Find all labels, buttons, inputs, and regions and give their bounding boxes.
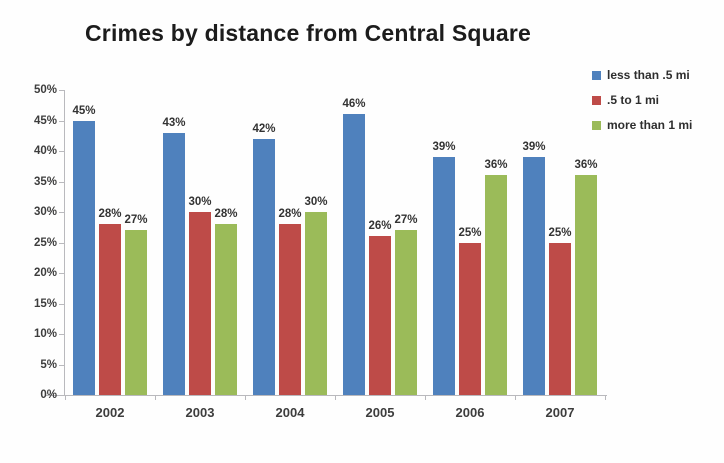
bar-2003-series-1	[189, 212, 211, 395]
legend: less than .5 mi .5 to 1 mi more than 1 mi	[592, 68, 692, 143]
legend-item: more than 1 mi	[592, 118, 692, 132]
x-tick-mark	[245, 396, 246, 400]
y-tick-mark	[59, 120, 64, 122]
bar-2003-series-0	[163, 132, 185, 395]
x-tick-mark	[155, 396, 156, 400]
bar-value-label: 46%	[342, 98, 366, 111]
y-tick-label: 30%	[33, 206, 57, 218]
legend-swatch-icon	[592, 70, 601, 80]
bar-2004-series-2	[305, 212, 327, 395]
legend-label: less than .5 mi	[607, 68, 690, 82]
bar-value-label: 25%	[548, 226, 572, 239]
y-tick-label: 10%	[33, 328, 57, 340]
bar-2005-series-1	[369, 236, 391, 395]
x-tick-label: 2007	[545, 405, 575, 420]
bar-2005-series-2	[395, 230, 417, 395]
legend-item: .5 to 1 mi	[592, 93, 692, 107]
bar-value-label: 45%	[72, 104, 96, 117]
x-tick-label: 2002	[95, 405, 125, 420]
y-tick-mark	[59, 364, 64, 366]
y-tick-label: 35%	[33, 175, 57, 188]
bar-value-label: 43%	[162, 116, 186, 129]
legend-item: less than .5 mi	[592, 68, 692, 82]
bar-2002-series-1	[99, 224, 121, 395]
bar-value-label: 42%	[252, 122, 276, 135]
bar-2007-series-1	[549, 242, 571, 395]
x-tick-label: 2004	[275, 405, 305, 420]
bar-value-label: 27%	[394, 214, 418, 227]
bar-2002-series-0	[73, 120, 95, 395]
y-tick-mark	[59, 212, 64, 213]
legend-label: more than 1 mi	[607, 118, 693, 132]
x-tick-mark	[335, 396, 336, 400]
bar-value-label: 28%	[214, 208, 238, 221]
bar-2006-series-1	[459, 242, 481, 395]
y-tick-label: 20%	[33, 267, 57, 279]
y-tick-label: 15%	[33, 297, 57, 310]
bar-value-label: 27%	[124, 214, 148, 227]
x-tick-mark	[425, 396, 426, 400]
bar-value-label: 28%	[98, 208, 122, 221]
bar-2005-series-0	[343, 114, 365, 395]
y-tick-mark	[59, 242, 64, 244]
bar-value-label: 36%	[484, 159, 508, 172]
bar-2007-series-0	[523, 157, 545, 395]
plot-area: 45% 28% 27% 43% 30% 28% 42% 28% 30% 46% 26% 27% 39% 2…	[65, 90, 605, 395]
x-tick-mark	[605, 396, 606, 400]
y-tick-label: 50%	[33, 84, 57, 96]
x-tick-label: 2003	[185, 405, 215, 420]
bar-value-label: 25%	[458, 226, 482, 239]
bar-2004-series-0	[253, 138, 275, 395]
legend-swatch-icon	[592, 95, 601, 105]
bar-2007-series-2	[575, 175, 597, 395]
bar-value-label: 39%	[432, 141, 456, 154]
legend-swatch-icon	[592, 120, 601, 130]
bar-value-label: 26%	[368, 220, 392, 233]
y-tick-mark	[59, 303, 64, 305]
y-tick-label: 5%	[40, 358, 57, 371]
legend-label: .5 to 1 mi	[607, 93, 660, 107]
bar-value-label: 28%	[278, 208, 302, 221]
y-tick-mark	[59, 395, 64, 396]
bar-value-label: 39%	[522, 141, 546, 154]
x-tick-mark	[65, 396, 66, 400]
y-tick-mark	[59, 90, 64, 91]
bar-value-label: 30%	[188, 196, 212, 208]
y-tick-mark	[59, 181, 64, 183]
y-tick-mark	[59, 334, 64, 335]
x-axis-line	[45, 395, 607, 396]
y-tick-label: 45%	[33, 114, 57, 127]
bar-2002-series-2	[125, 230, 147, 395]
bar-2004-series-1	[279, 224, 301, 395]
y-tick-label: 25%	[33, 236, 57, 249]
bar-2006-series-0	[433, 157, 455, 395]
y-axis-line	[64, 90, 65, 395]
y-tick-mark	[59, 273, 64, 274]
y-tick-mark	[59, 151, 64, 152]
bar-2003-series-2	[215, 224, 237, 395]
chart-title: Crimes by distance from Central Square	[84, 20, 532, 46]
y-tick-label: 40%	[33, 145, 57, 157]
x-tick-label: 2005	[365, 405, 395, 420]
x-tick-mark	[515, 396, 516, 400]
bar-2006-series-2	[485, 175, 507, 395]
x-tick-label: 2006	[455, 405, 485, 420]
bar-value-label: 30%	[304, 196, 328, 208]
y-tick-label: 0%	[40, 389, 57, 401]
bar-value-label: 36%	[574, 159, 598, 172]
